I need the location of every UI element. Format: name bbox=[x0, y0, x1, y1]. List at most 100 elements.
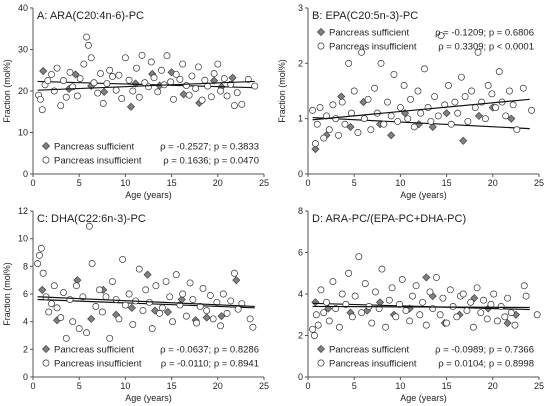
data-point-insufficient bbox=[251, 82, 259, 90]
data-point-insufficient bbox=[135, 93, 143, 101]
y-tick-label: 2 bbox=[23, 344, 28, 354]
data-point-insufficient bbox=[414, 87, 422, 95]
data-point-insufficient bbox=[371, 84, 378, 92]
legend-label: Pancreas insufficient bbox=[329, 359, 417, 370]
data-point-insufficient bbox=[323, 298, 330, 306]
y-tick-label: 6 bbox=[298, 248, 303, 258]
data-point-insufficient bbox=[345, 59, 353, 67]
data-point-insufficient bbox=[360, 115, 368, 123]
data-point-insufficient bbox=[488, 90, 496, 98]
data-point-insufficient bbox=[364, 95, 372, 103]
data-point-insufficient bbox=[467, 298, 475, 306]
data-point-insufficient bbox=[387, 112, 395, 120]
data-point-insufficient bbox=[186, 279, 194, 287]
data-point-insufficient bbox=[335, 131, 342, 139]
data-point-insufficient bbox=[417, 109, 425, 117]
data-point-insufficient bbox=[167, 78, 175, 86]
data-point-insufficient bbox=[439, 294, 447, 302]
x-tick-label: 5 bbox=[77, 381, 82, 391]
data-point-insufficient bbox=[75, 325, 83, 333]
data-point-insufficient bbox=[45, 308, 53, 316]
data-point-insufficient bbox=[325, 317, 333, 325]
data-point-insufficient bbox=[223, 92, 231, 100]
panel-a: 0 5 10 15 20 25 0 10 20 30 40 Age (years) Fraction (… bbox=[0, 0, 275, 203]
data-point-insufficient bbox=[193, 319, 200, 327]
data-point-insufficient bbox=[244, 75, 252, 83]
data-point-sufficient bbox=[503, 319, 512, 328]
y-tick-label: 40 bbox=[18, 3, 28, 13]
data-point-insufficient bbox=[345, 269, 353, 277]
data-point-insufficient bbox=[385, 296, 393, 304]
data-point-insufficient bbox=[102, 293, 110, 301]
legend-label: Pancreas sufficient bbox=[54, 345, 134, 356]
data-point-insufficient bbox=[50, 282, 58, 290]
data-point-insufficient bbox=[380, 120, 388, 128]
data-point-insufficient bbox=[182, 82, 190, 90]
data-point-insufficient bbox=[332, 115, 340, 123]
data-point-insufficient bbox=[447, 120, 455, 128]
data-point-insufficient bbox=[437, 32, 445, 40]
x-tick-label: 25 bbox=[534, 178, 544, 188]
data-point-insufficient bbox=[157, 66, 165, 74]
data-point-insufficient bbox=[48, 300, 55, 308]
data-point-insufficient bbox=[453, 313, 461, 321]
data-point-insufficient bbox=[446, 286, 454, 294]
data-point-insufficient bbox=[176, 75, 184, 83]
data-point-insufficient bbox=[338, 98, 346, 106]
data-point-insufficient bbox=[217, 322, 225, 330]
data-point-insufficient bbox=[206, 291, 214, 299]
data-point-insufficient bbox=[115, 71, 123, 79]
data-point-insufficient bbox=[507, 309, 515, 317]
data-point-insufficient bbox=[509, 101, 517, 109]
x-tick-label: 15 bbox=[442, 381, 452, 391]
data-point-insufficient bbox=[443, 319, 451, 327]
data-point-insufficient bbox=[335, 323, 343, 331]
data-point-insufficient bbox=[185, 91, 193, 99]
data-point-insufficient bbox=[249, 323, 257, 331]
data-point-insufficient bbox=[129, 87, 137, 95]
data-point-insufficient bbox=[135, 265, 143, 273]
data-point-sufficient bbox=[127, 303, 136, 312]
data-point-insufficient bbox=[427, 117, 435, 125]
data-point-insufficient bbox=[158, 304, 166, 312]
trend-line-insufficient bbox=[312, 305, 530, 309]
data-point-insufficient bbox=[347, 109, 355, 117]
data-point-sufficient bbox=[232, 276, 241, 285]
data-point-insufficient bbox=[87, 54, 95, 62]
data-point-insufficient bbox=[220, 75, 228, 83]
data-point-insufficient bbox=[325, 126, 333, 134]
data-point-insufficient bbox=[48, 70, 55, 78]
legend-label: Pancreas sufficient bbox=[329, 345, 409, 356]
legend-marker-insufficient bbox=[42, 156, 50, 164]
data-point-insufficient bbox=[44, 77, 52, 85]
data-point-insufficient bbox=[147, 58, 155, 66]
chart-svg: 0 5 10 15 20 25 0 10 20 30 40 Age (years) Fraction (… bbox=[2, 3, 269, 200]
y-tick-label: 8 bbox=[23, 261, 28, 271]
y-tick-label: 2 bbox=[298, 58, 303, 68]
data-point-insufficient bbox=[53, 304, 61, 312]
chart-svg: 0 5 10 15 20 25 0 2 4 6 8 Age (years) D: ARA-PC/(EPA… bbox=[298, 206, 544, 403]
data-point-insufficient bbox=[471, 104, 479, 112]
data-point-insufficient bbox=[138, 51, 146, 59]
data-point-insufficient bbox=[97, 70, 104, 78]
data-point-insufficient bbox=[407, 95, 415, 103]
data-point-insufficient bbox=[416, 311, 424, 319]
data-point-insufficient bbox=[112, 296, 120, 303]
data-point-insufficient bbox=[320, 309, 328, 317]
data-point-sufficient bbox=[217, 312, 226, 321]
data-point-insufficient bbox=[194, 63, 202, 71]
data-point-sufficient bbox=[87, 314, 96, 323]
data-point-insufficient bbox=[156, 309, 164, 317]
y-tick-label: 30 bbox=[18, 45, 28, 55]
trend-line-sufficient bbox=[312, 116, 530, 130]
x-tick-label: 5 bbox=[352, 178, 357, 188]
data-point-insufficient bbox=[355, 253, 363, 261]
data-point-insufficient bbox=[406, 317, 414, 325]
data-point-insufficient bbox=[207, 93, 215, 101]
data-point-insufficient bbox=[313, 120, 321, 128]
data-point-sufficient bbox=[428, 122, 437, 131]
y-tick-label: 10 bbox=[18, 234, 28, 244]
data-point-insufficient bbox=[188, 72, 196, 80]
data-point-insufficient bbox=[341, 120, 349, 128]
data-point-insufficient bbox=[404, 115, 412, 123]
